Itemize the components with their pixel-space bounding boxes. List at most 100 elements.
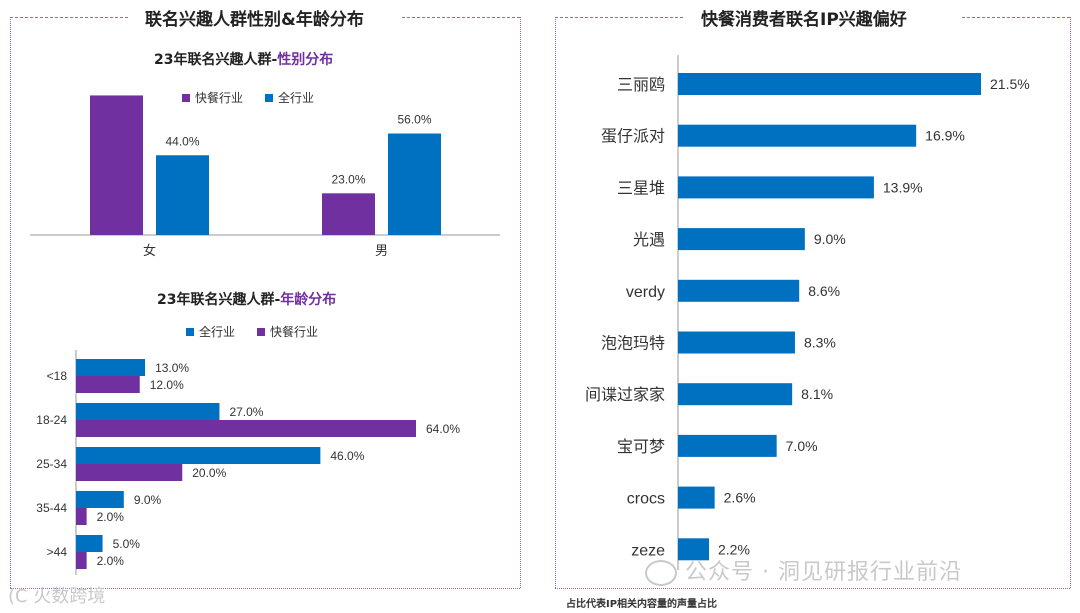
ip-category-label: zeze <box>631 542 665 559</box>
ip-data-label: 8.6% <box>808 283 840 299</box>
legend-label: 全行业 <box>278 91 315 105</box>
ip-category-label: 光遇 <box>633 231 665 249</box>
wechat-icon <box>645 560 677 586</box>
age-category-label: 25-34 <box>36 457 67 471</box>
ip-bar <box>678 383 793 406</box>
gender-bar <box>156 155 209 235</box>
right-title-rule-left <box>555 17 683 18</box>
ip-bar <box>678 331 795 354</box>
gender-bar <box>388 133 441 235</box>
ip-category-label: 间谍过家家 <box>585 386 665 404</box>
age-chart: 13.0% 12.0% <18 27.0% 64.0% 18-24 46.0% 20.0% 25… <box>36 350 460 575</box>
legend-swatch-blue <box>265 93 274 102</box>
age-category-label: 35-44 <box>36 501 67 515</box>
ip-bar <box>678 176 874 199</box>
brand-mark: (C 火数跨境 <box>8 582 105 608</box>
ip-data-label: 16.9% <box>925 128 965 144</box>
ip-bar <box>678 124 917 147</box>
left-panel-border-right <box>520 17 521 588</box>
legend-swatch-blue <box>186 327 194 336</box>
legend-item-all: 全行业 <box>265 89 314 106</box>
ip-bar <box>678 228 805 251</box>
age-data-label: 9.0% <box>134 493 162 507</box>
age-bar <box>76 508 87 525</box>
age-data-label: 27.0% <box>229 405 263 419</box>
gender-data-label: 23.0% <box>331 172 365 186</box>
gender-category-label: 女 <box>143 243 156 258</box>
age-title-highlight: 年龄分布 <box>280 292 337 308</box>
right-title-rule-right <box>962 17 1070 18</box>
age-bar <box>76 535 103 552</box>
age-data-label: 46.0% <box>330 449 364 463</box>
age-data-label: 5.0% <box>113 537 141 551</box>
left-panel-border-left <box>10 17 11 588</box>
ip-data-label: 2.2% <box>718 541 750 557</box>
left-panel-border-bottom <box>10 588 520 589</box>
age-data-label: 13.0% <box>155 361 189 375</box>
ip-category-label: 蛋仔派对 <box>601 128 665 146</box>
legend-swatch-purple <box>257 327 266 336</box>
ip-chart: 21.5% 三丽鸥 16.9% 蛋仔派对 13.9% 三星堆 9.0% 光遇 8.6% verdy… <box>585 55 1030 570</box>
left-title-rule-right <box>402 17 520 18</box>
age-category-label: >44 <box>47 545 68 559</box>
age-chart-title: 23年联名兴趣人群-年龄分布 <box>157 289 336 309</box>
right-panel-title: 快餐消费者联名IP兴趣偏好 <box>701 10 907 30</box>
brand-mark-text: 火数跨境 <box>33 586 106 607</box>
ip-category-label: crocs <box>627 491 665 508</box>
age-data-label: 20.0% <box>192 466 226 480</box>
age-bar <box>76 552 87 569</box>
ip-data-label: 7.0% <box>786 438 818 454</box>
age-category-label: <18 <box>47 369 68 383</box>
footnote: 占比代表IP相关内容量的声量占比 <box>566 599 718 610</box>
legend-item-fastfood: 快餐行业 <box>257 323 318 340</box>
age-data-label: 12.0% <box>150 378 184 392</box>
age-bar <box>76 420 416 437</box>
gender-chart-title: 23年联名兴趣人群-性别分布 <box>154 49 333 69</box>
ip-data-label: 9.0% <box>814 231 846 247</box>
age-bar <box>76 359 146 376</box>
gender-data-label: 44.0% <box>165 134 199 148</box>
ip-bar <box>678 279 800 302</box>
ip-data-label: 21.5% <box>990 76 1030 92</box>
legend-label: 快餐行业 <box>195 91 244 105</box>
gender-chart: 77.0%44.0%女23.0%56.0%男 <box>30 95 500 258</box>
age-bar <box>76 491 124 508</box>
legend-label: 快餐行业 <box>270 325 319 339</box>
legend-item-fastfood: 快餐行业 <box>182 89 243 106</box>
left-title-rule-left <box>10 17 128 18</box>
right-panel-border-bottom <box>555 588 1070 589</box>
gender-bar <box>322 193 375 235</box>
gender-title-highlight: 性别分布 <box>277 52 334 68</box>
ip-bar <box>678 434 777 457</box>
gender-legend: 快餐行业 全行业 <box>182 89 336 106</box>
ip-data-label: 2.6% <box>724 490 756 506</box>
ip-category-label: 三丽鸥 <box>617 76 665 94</box>
gender-title-prefix: 23年联名兴趣人群- <box>154 52 278 68</box>
gender-category-label: 男 <box>375 243 388 258</box>
age-bar <box>76 464 183 481</box>
watermark-text: 公众号 · 洞见研报行业前沿 <box>685 560 962 585</box>
ip-data-label: 13.9% <box>883 179 923 195</box>
ip-category-label: 泡泡玛特 <box>601 335 665 353</box>
ip-bar <box>678 73 981 95</box>
watermark: 公众号 · 洞见研报行业前沿 <box>645 554 962 586</box>
gender-data-label: 56.0% <box>397 113 431 127</box>
age-bar <box>76 403 220 420</box>
age-data-label: 2.0% <box>97 554 125 568</box>
ip-bar <box>678 538 710 561</box>
age-title-prefix: 23年联名兴趣人群- <box>157 292 281 308</box>
age-category-label: 18-24 <box>36 413 67 427</box>
ip-category-label: 三星堆 <box>617 179 665 197</box>
gender-bar <box>90 95 143 235</box>
age-data-label: 64.0% <box>426 422 460 436</box>
legend-label: 全行业 <box>199 325 236 339</box>
brand-logo-icon: (C <box>8 586 28 607</box>
legend-swatch-purple <box>182 93 190 102</box>
ip-bar <box>678 486 715 509</box>
ip-category-label: 宝可梦 <box>617 438 665 456</box>
age-bar <box>76 447 321 464</box>
legend-item-all: 全行业 <box>186 323 235 340</box>
right-panel-border-right <box>1070 17 1071 588</box>
ip-category-label: verdy <box>626 284 665 301</box>
age-data-label: 2.0% <box>97 510 125 524</box>
